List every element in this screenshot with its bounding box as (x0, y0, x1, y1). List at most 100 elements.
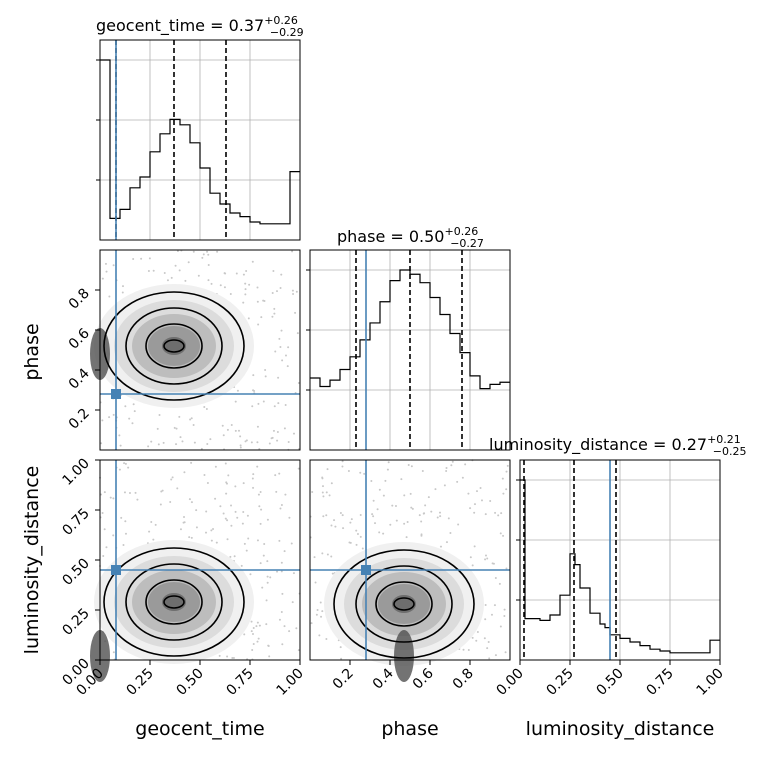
density-phase-lumdist-sample-212 (321, 491, 324, 494)
density-geocent-phase-sample-177 (192, 250, 195, 253)
density-phase-lumdist-sample-155 (411, 507, 414, 510)
density-geocent-lumdist-sample-120 (123, 491, 126, 494)
density-geocent-lumdist-sample-209 (195, 526, 198, 529)
density-geocent-phase-sample-160 (133, 410, 136, 413)
density-phase-lumdist-sample-65 (505, 488, 508, 491)
density-phase-lumdist-sample-127 (473, 545, 476, 548)
density-geocent-phase-sample-72 (229, 293, 232, 296)
density-geocent-lumdist-sample-164 (290, 542, 293, 545)
density-geocent-lumdist-sample-153 (159, 503, 162, 506)
density-geocent-phase-sample-24 (150, 440, 153, 443)
density-phase-lumdist-sample-191 (467, 649, 470, 652)
density-geocent-phase-sample-83 (205, 408, 208, 411)
density-geocent-phase-sample-74 (272, 269, 275, 272)
density-phase-lumdist-sample-133 (484, 618, 487, 621)
density-phase-lumdist-sample-52 (316, 608, 319, 611)
density-geocent-lumdist-sample-62 (136, 498, 139, 501)
title-luminosity-distance: luminosity_distance = 0.27+0.21 −0.25 (489, 433, 747, 458)
density-phase-lumdist-sample-116 (439, 515, 442, 518)
density-geocent-phase-sample-131 (280, 329, 283, 332)
density-geocent-phase-sample-164 (256, 300, 259, 303)
density-geocent-phase-sample-254 (174, 264, 177, 267)
density-geocent-phase-sample-135 (239, 446, 242, 449)
density-geocent-lumdist-sample-254 (284, 493, 287, 496)
density-geocent-lumdist-sample-89 (256, 465, 259, 468)
density-geocent-phase-sample-240 (175, 443, 178, 446)
density-geocent-lumdist-sample-143 (245, 549, 248, 552)
density-geocent-lumdist-sample-11 (256, 640, 259, 643)
density-geocent-phase-sample-54 (105, 270, 108, 273)
density-geocent-lumdist-sample-108 (291, 601, 294, 604)
density-phase-lumdist-sample-58 (464, 463, 467, 466)
density-phase-lumdist-sample-245 (451, 460, 454, 463)
density-geocent-lumdist-sample-103 (232, 656, 235, 659)
density-phase-lumdist-sample-227 (457, 523, 460, 526)
density-geocent-phase-sample-66 (284, 404, 287, 407)
density-phase-lumdist-sample-83 (499, 625, 502, 628)
density-geocent-phase-sample-93 (279, 346, 282, 349)
density-geocent-phase-sample-218 (207, 279, 210, 282)
density-geocent-phase-sample-222 (206, 442, 209, 445)
density-geocent-phase-sample-242 (170, 276, 173, 279)
density-geocent-phase-sample-46 (247, 317, 250, 320)
density-geocent-lumdist-sample-195 (265, 623, 268, 626)
density-geocent-lumdist-sample-177 (150, 521, 153, 524)
density-phase-lumdist-sample-219 (494, 511, 497, 514)
density-phase-lumdist-sample-150 (405, 536, 408, 539)
density-geocent-lumdist-sample-22 (256, 539, 259, 542)
density-geocent-phase-sample-153 (264, 368, 267, 371)
density-geocent-lumdist-sample-111 (269, 576, 272, 579)
density-phase-lumdist-sample-119 (489, 500, 492, 503)
xtick-phase-label-2: 0.6 (410, 665, 437, 692)
density-geocent-phase-sample-199 (242, 301, 245, 304)
density-phase-lumdist-sample-100 (334, 525, 337, 528)
density-geocent-phase-sample-144 (260, 316, 263, 319)
density-geocent-lumdist-sample-10 (234, 510, 237, 513)
density-geocent-phase-sample-79 (216, 250, 219, 253)
xtick-phase-label-3: 0.8 (450, 666, 477, 693)
density-phase-lumdist-sample-63 (490, 613, 493, 616)
density-phase-lumdist-sample-258 (484, 604, 487, 607)
density-geocent-lumdist-sample-208 (281, 592, 284, 595)
density-geocent-phase-sample-156 (283, 427, 286, 430)
density-phase-lumdist-sample-42 (326, 468, 329, 471)
density-geocent-lumdist-sample-245 (100, 493, 103, 496)
density-geocent-lumdist-sample-149 (251, 633, 254, 636)
density-phase-lumdist-sample-254 (424, 504, 427, 507)
density-geocent-lumdist-sample-43 (224, 462, 227, 465)
density-geocent-phase-sample-129 (239, 435, 242, 438)
density-geocent-lumdist-sample-68 (242, 482, 245, 485)
density-phase-lumdist-sample-86 (503, 608, 506, 611)
hist-geocent-time-step (100, 59, 300, 225)
density-geocent-lumdist-sample-244 (259, 522, 262, 525)
density-phase-lumdist-sample-177 (400, 478, 403, 481)
density-geocent-phase-sample-117 (148, 257, 151, 260)
density-geocent-phase-sample-26 (234, 429, 237, 432)
density-geocent-lumdist-sample-157 (266, 518, 269, 521)
hist-phase-step (310, 269, 510, 390)
density-geocent-lumdist-sample-38 (259, 490, 262, 493)
density-phase-lumdist-sample-102 (311, 491, 314, 494)
ylabel-phase: phase (21, 323, 43, 380)
density-phase-lumdist-sample-137 (483, 637, 486, 640)
density-geocent-phase-sample-181 (210, 282, 213, 285)
density-geocent-lumdist-sample-180 (240, 564, 243, 567)
density-phase-lumdist-sample-53 (493, 604, 496, 607)
density-phase-lumdist-sample-62 (421, 470, 424, 473)
density-geocent-phase-sample-20 (121, 291, 124, 294)
density-geocent-lumdist-sample-37 (243, 633, 246, 636)
density-geocent-phase-sample-133 (244, 440, 247, 443)
density-geocent-phase-sample-102 (244, 293, 247, 296)
density-geocent-lumdist-sample-74 (230, 524, 233, 527)
density-geocent-phase-sample-200 (223, 286, 226, 289)
density-geocent-lumdist-sample-5 (124, 520, 127, 523)
density-phase-lumdist-sample-51 (341, 465, 344, 468)
density-geocent-phase-sample-64 (179, 436, 182, 439)
density-geocent-phase-sample-167 (292, 293, 295, 296)
density-geocent-lumdist-sample-220 (214, 465, 217, 468)
density-phase-lumdist-sample-246 (505, 470, 508, 473)
density-geocent-phase-sample-159 (190, 417, 193, 420)
density-phase-lumdist-sample-78 (486, 557, 489, 560)
density-geocent-lumdist-sample-185 (267, 644, 270, 647)
density-phase-lumdist-sample-255 (475, 490, 478, 493)
